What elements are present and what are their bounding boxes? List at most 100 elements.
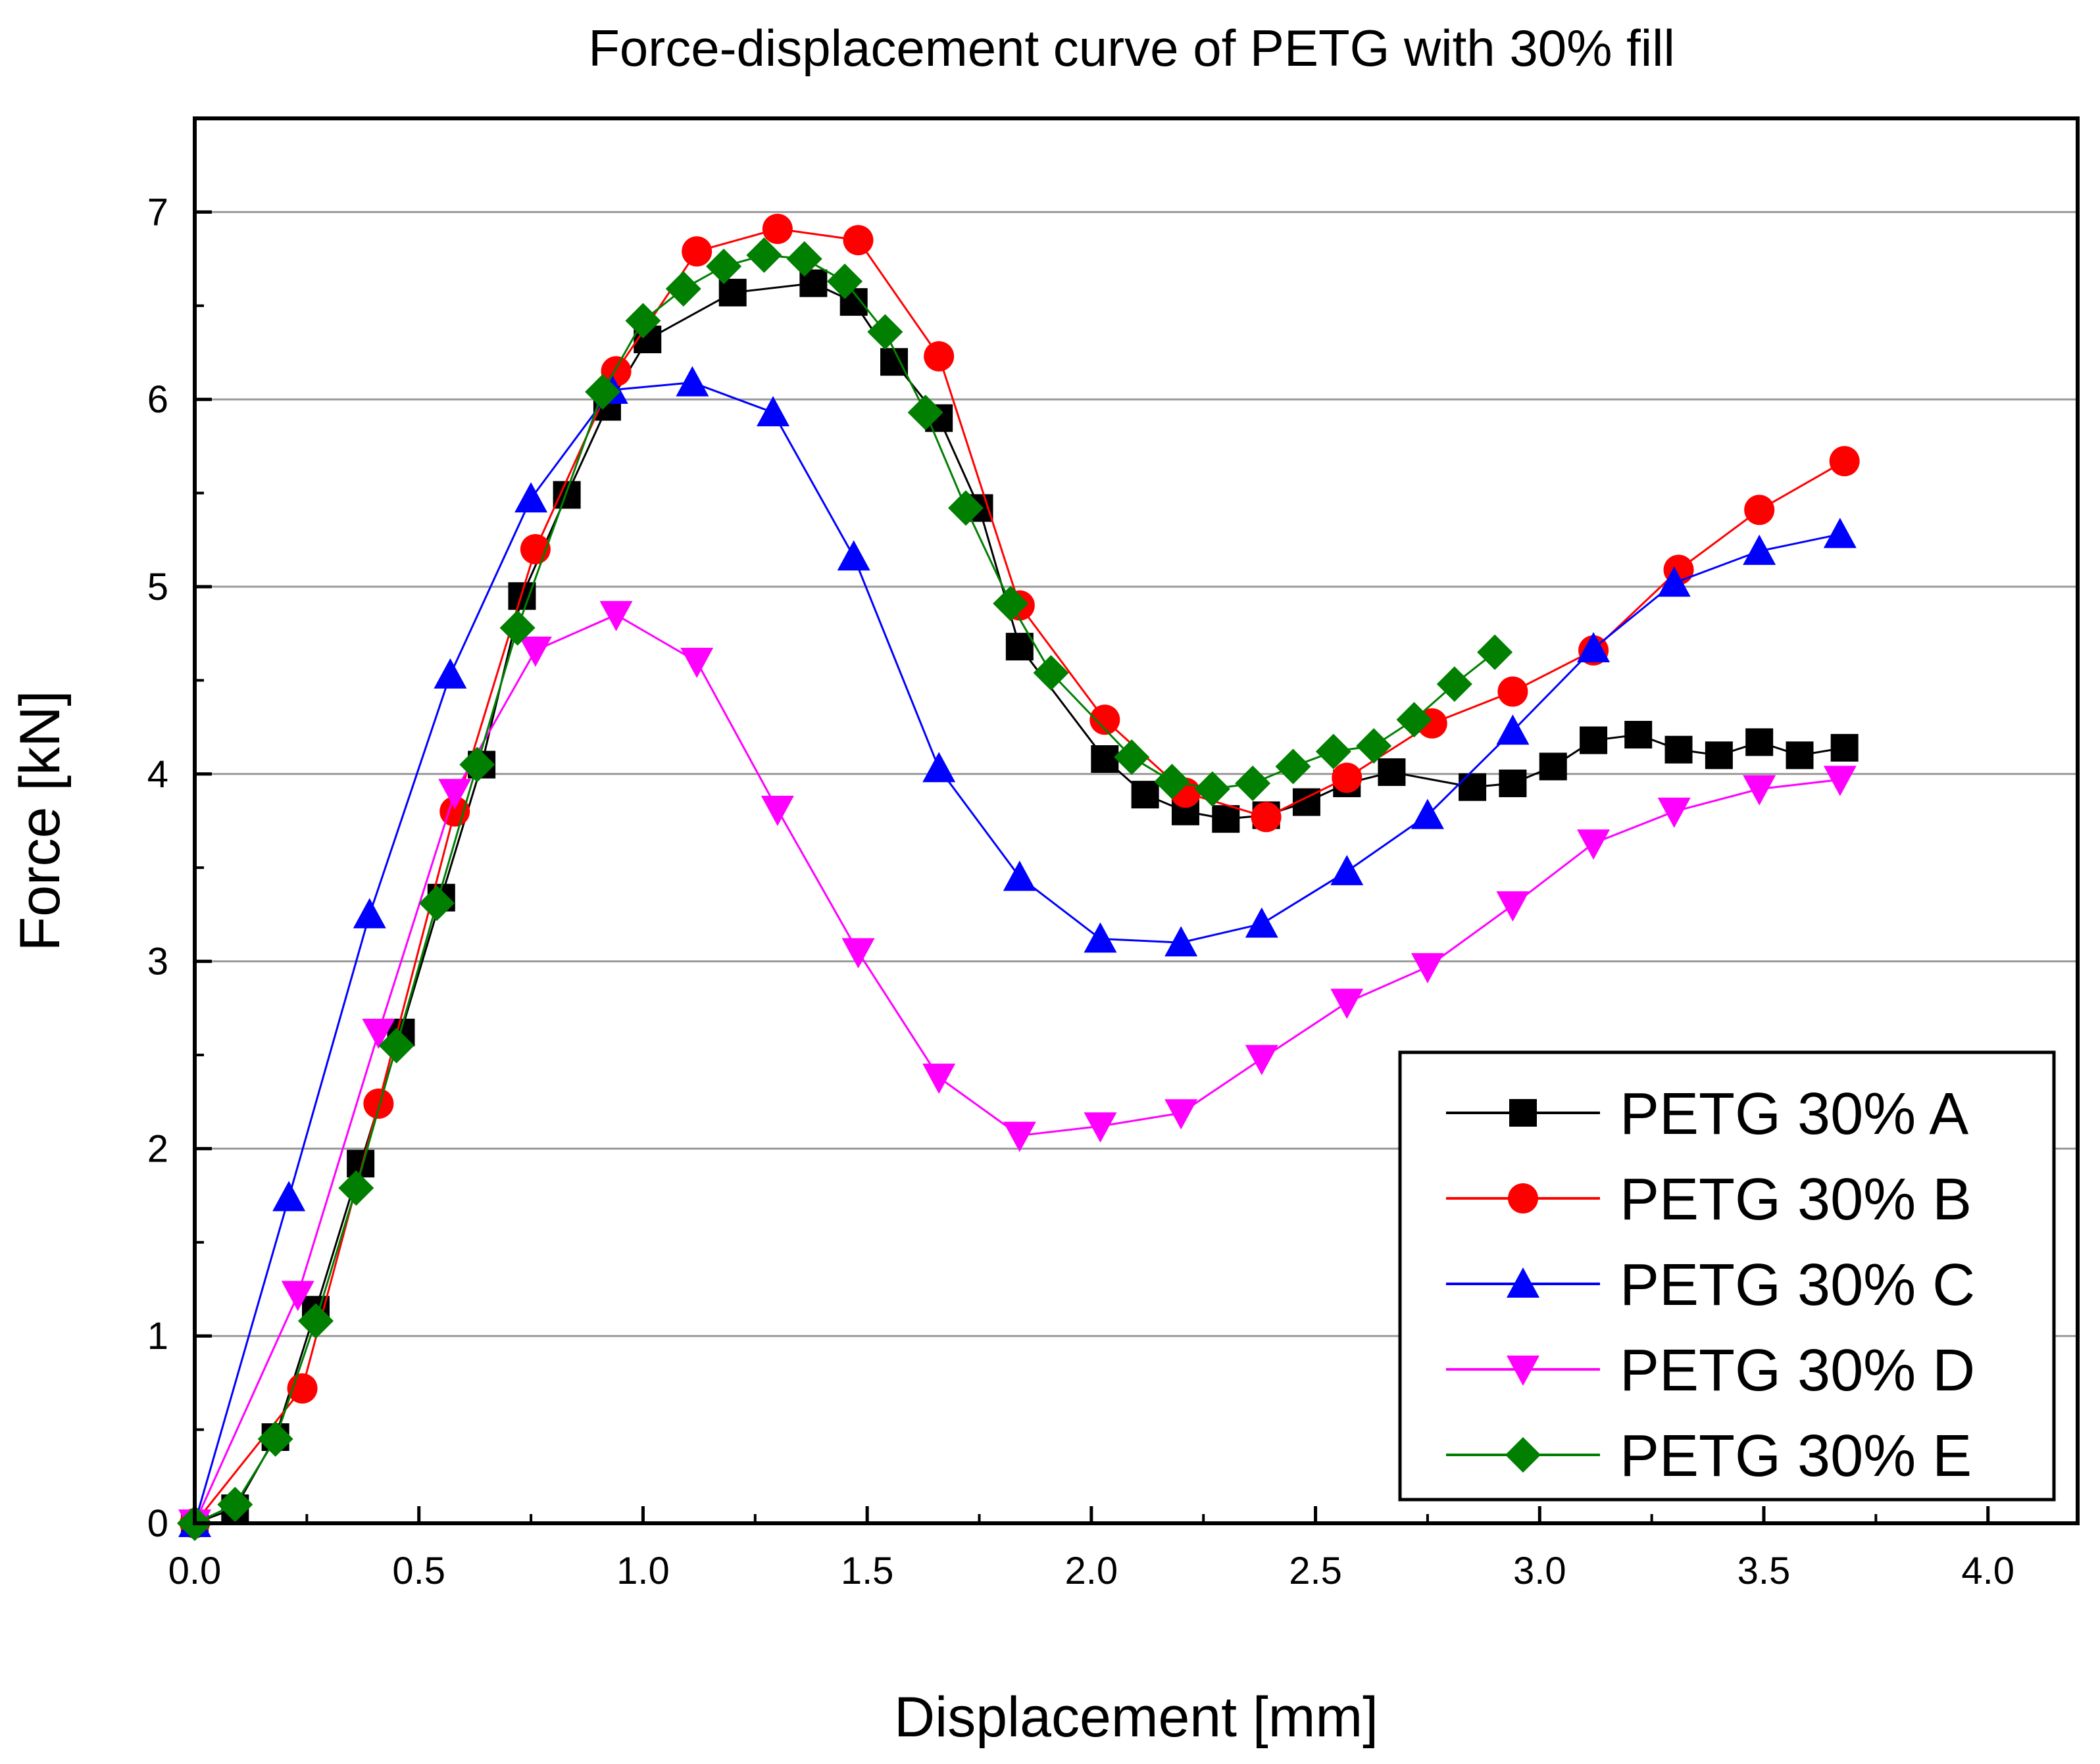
data-point bbox=[1705, 741, 1733, 770]
data-point bbox=[922, 1064, 956, 1094]
x-axis-label: Displacement [mm] bbox=[894, 1686, 1378, 1749]
data-point bbox=[1664, 735, 1693, 764]
data-point bbox=[1496, 891, 1530, 922]
data-point bbox=[1033, 655, 1069, 691]
data-point bbox=[1003, 860, 1036, 891]
data-point bbox=[880, 348, 909, 376]
data-point bbox=[1823, 766, 1857, 796]
data-point bbox=[993, 585, 1029, 622]
x-tick-label: 4.0 bbox=[1961, 1550, 2014, 1592]
data-point bbox=[682, 236, 712, 267]
data-point bbox=[948, 490, 984, 526]
legend-label: PETG 30% C bbox=[1620, 1252, 1975, 1318]
data-point bbox=[281, 1281, 314, 1311]
y-axis-label: Force [kN] bbox=[9, 691, 72, 952]
data-point bbox=[1315, 733, 1351, 770]
legend-entry: PETG 30% A bbox=[1446, 1081, 1968, 1147]
data-point bbox=[676, 366, 709, 397]
legend-marker bbox=[1507, 1267, 1539, 1298]
chart-title: Force-displacement curve of PETG with 30… bbox=[588, 19, 1675, 77]
legend-label: PETG 30% A bbox=[1620, 1081, 1968, 1147]
data-point bbox=[1212, 805, 1240, 833]
legend-marker bbox=[1507, 1356, 1539, 1386]
data-point bbox=[1477, 634, 1513, 670]
legend-box bbox=[1398, 1050, 2056, 1502]
series-d bbox=[178, 600, 1857, 1540]
data-point bbox=[1580, 726, 1608, 754]
data-point bbox=[1624, 720, 1653, 748]
data-point bbox=[1194, 771, 1230, 807]
legend-entry: PETG 30% C bbox=[1446, 1252, 1975, 1318]
y-tick-label: 2 bbox=[147, 1127, 168, 1170]
legend-marker bbox=[1508, 1183, 1538, 1213]
data-point bbox=[217, 1486, 253, 1523]
data-point bbox=[1330, 989, 1364, 1019]
data-point bbox=[1235, 766, 1271, 802]
y-tick-label: 5 bbox=[147, 566, 168, 608]
data-point bbox=[1396, 702, 1432, 738]
data-point bbox=[625, 303, 661, 339]
x-tick-label: 0.0 bbox=[168, 1550, 222, 1592]
legend: PETG 30% A PETG 30% B PETG 30% C PETG 30% D… bbox=[1398, 1050, 2056, 1502]
data-point bbox=[1164, 1099, 1198, 1130]
data-point bbox=[1356, 728, 1392, 764]
legend-entry: PETG 30% E bbox=[1446, 1423, 1972, 1489]
data-point bbox=[1091, 745, 1119, 773]
grid-lines bbox=[195, 210, 2078, 1337]
data-point bbox=[1496, 714, 1530, 745]
data-point bbox=[1084, 1112, 1117, 1143]
legend-marker bbox=[1505, 1437, 1541, 1473]
data-point bbox=[841, 938, 875, 969]
data-point bbox=[922, 752, 956, 783]
data-point bbox=[434, 658, 467, 689]
data-point bbox=[1332, 762, 1362, 793]
x-tick-label: 3.0 bbox=[1513, 1550, 1566, 1592]
data-point bbox=[1251, 802, 1282, 833]
data-point bbox=[338, 1170, 374, 1206]
data-point bbox=[272, 1181, 306, 1212]
data-point bbox=[1786, 741, 1814, 770]
data-point bbox=[1154, 764, 1190, 800]
data-point bbox=[1743, 775, 1776, 806]
x-tick-label: 3.5 bbox=[1738, 1550, 1791, 1592]
data-point bbox=[827, 263, 863, 299]
legend-label: PETG 30% B bbox=[1620, 1167, 1972, 1233]
data-point bbox=[1411, 953, 1444, 984]
data-point bbox=[353, 898, 386, 929]
series-e bbox=[177, 237, 1513, 1541]
y-tick-label: 4 bbox=[147, 753, 168, 796]
data-point bbox=[1164, 926, 1198, 957]
data-point bbox=[1745, 728, 1774, 756]
data-point bbox=[1497, 676, 1528, 707]
legend-entry: PETG 30% D bbox=[1446, 1338, 1975, 1404]
data-point bbox=[757, 396, 790, 427]
x-tick-label: 1.0 bbox=[616, 1550, 670, 1592]
data-point bbox=[1744, 495, 1775, 526]
y-tick-label: 0 bbox=[147, 1502, 168, 1545]
x-tick-label: 2.5 bbox=[1289, 1550, 1342, 1592]
data-point bbox=[1089, 704, 1120, 735]
data-point bbox=[837, 540, 870, 571]
data-point bbox=[585, 374, 621, 410]
y-tick-label: 3 bbox=[147, 941, 168, 983]
data-point bbox=[1378, 758, 1406, 786]
data-point bbox=[1657, 797, 1691, 828]
data-point bbox=[761, 795, 794, 826]
axes: 0 1 2 3 4 5 6 7 0.0 0.5 1.0 1.5 2.0 2.5 3.0 3.5 4.0 bbox=[147, 191, 2014, 1592]
data-point bbox=[1830, 733, 1859, 762]
data-point bbox=[378, 1027, 414, 1064]
data-point bbox=[553, 481, 581, 509]
data-point bbox=[1743, 534, 1776, 565]
data-point bbox=[1539, 752, 1567, 781]
data-point bbox=[867, 314, 903, 350]
data-point bbox=[1459, 773, 1487, 801]
x-tick-label: 2.0 bbox=[1065, 1550, 1118, 1592]
y-tick-label: 6 bbox=[147, 378, 168, 421]
y-tick-label: 1 bbox=[147, 1315, 168, 1358]
data-point bbox=[706, 248, 742, 284]
data-point bbox=[438, 779, 472, 810]
data-point bbox=[1003, 1121, 1036, 1152]
data-point bbox=[746, 237, 782, 273]
data-point bbox=[665, 271, 701, 307]
